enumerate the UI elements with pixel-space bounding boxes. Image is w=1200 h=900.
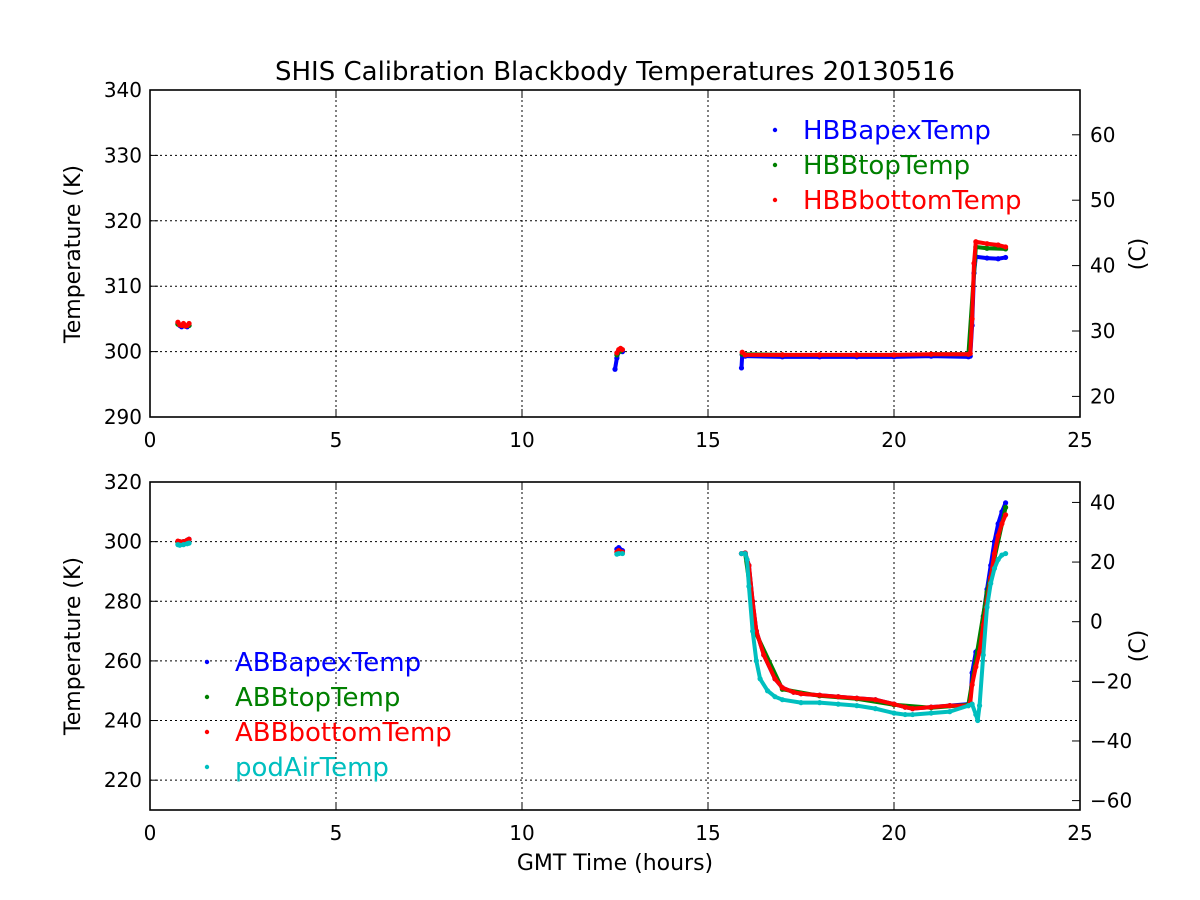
top-panel: Temperature (K) (C) 0 5 10 15 20 25 290 300 310 3… [61, 78, 1151, 452]
y-tick-label: 320 [104, 209, 142, 233]
legend-label-ABBtopTemp: ABBtopTemp [235, 683, 400, 713]
y-tick-label: 290 [104, 405, 142, 429]
legend-label-HBBbottomTemp: HBBbottomTemp [803, 186, 1022, 216]
y-tick-label-right: 20 [1090, 550, 1115, 574]
y-tick-label-right: 30 [1090, 319, 1115, 343]
legend-marker-ABBapexTemp [204, 659, 210, 665]
legend-marker-podAirTemp [204, 764, 210, 770]
data-trace-HBBtopTemp [929, 244, 1008, 357]
x-axis-label: GMT Time (hours) [517, 851, 713, 876]
y-tick-label: 310 [104, 274, 142, 298]
x-tick-label: 20 [881, 428, 906, 452]
data-trace-HBBbottomTemp [614, 346, 625, 355]
legend-label-HBBapexTemp: HBBapexTemp [803, 116, 991, 146]
y-tick-label: 320 [104, 470, 142, 494]
plot-frame [149, 89, 1081, 418]
bottom-ylabel: Temperature (K) [61, 557, 86, 736]
y-tick-label: 300 [104, 530, 142, 554]
top-ylabel-right: (C) [1126, 238, 1151, 271]
y-tick-label-right: −20 [1090, 669, 1132, 693]
data-trace-podAirTemp [175, 541, 192, 548]
top-ylabel: Temperature (K) [61, 165, 86, 344]
x-tick-label: 15 [695, 821, 720, 845]
data-trace-podAirTemp [614, 551, 625, 557]
y-tick-label: 280 [104, 589, 142, 613]
legend-label-ABBapexTemp: ABBapexTemp [235, 648, 421, 678]
legend-marker-ABBtopTemp [204, 694, 210, 700]
y-tick-label-right: 50 [1090, 188, 1115, 212]
y-tick-label: 330 [104, 143, 142, 167]
legend-label-podAirTemp: podAirTemp [235, 753, 389, 783]
x-tick-label: 5 [330, 428, 343, 452]
x-tick-label: 20 [881, 821, 906, 845]
x-tick-label: 10 [509, 428, 534, 452]
x-tick-label: 15 [695, 428, 720, 452]
y-tick-label: 240 [104, 709, 142, 733]
y-tick-label-right: −40 [1090, 729, 1132, 753]
legend-marker-HBBapexTemp [772, 127, 778, 133]
x-tick-label: 0 [144, 821, 157, 845]
legend-marker-HBBtopTemp [772, 162, 778, 168]
legend-marker-ABBbottomTemp [204, 729, 210, 735]
figure-title: SHIS Calibration Blackbody Temperatures … [275, 57, 955, 87]
y-tick-label: 340 [104, 78, 142, 102]
data-trace-ABBbottomTemp [739, 512, 1008, 711]
y-tick-label-right: 20 [1090, 384, 1115, 408]
y-tick-label-right: 40 [1090, 254, 1115, 278]
y-tick-label: 300 [104, 340, 142, 364]
data-trace-HBBbottomTemp [740, 239, 1008, 357]
data-trace-podAirTemp [739, 551, 1008, 723]
data-trace-ABBtopTemp [743, 505, 1008, 710]
plot-frame [149, 481, 1081, 811]
data-trace-ABBapexTemp [739, 500, 1008, 711]
data-trace-ABBbottomTemp [175, 537, 192, 544]
x-tick-label: 5 [330, 821, 343, 845]
legend-label-HBBtopTemp: HBBtopTemp [803, 151, 970, 181]
y-tick-label-right: −60 [1090, 789, 1132, 813]
y-tick-label-right: 40 [1090, 490, 1115, 514]
legend-marker-HBBbottomTemp [772, 197, 778, 203]
y-tick-label: 260 [104, 649, 142, 673]
bottom-ylabel-right: (C) [1126, 630, 1151, 663]
x-tick-label: 0 [144, 428, 157, 452]
y-tick-label: 220 [104, 768, 142, 792]
x-tick-label: 25 [1067, 428, 1092, 452]
y-tick-label-right: 60 [1090, 123, 1115, 147]
y-tick-label-right: 0 [1090, 610, 1103, 634]
legend-label-ABBbottomTemp: ABBbottomTemp [235, 718, 452, 748]
data-trace-HBBbottomTemp [175, 320, 192, 329]
x-tick-label: 10 [509, 821, 534, 845]
x-tick-label: 25 [1067, 821, 1092, 845]
bottom-panel: Temperature (K) (C) 0 5 10 15 20 25 220 240 260 2… [61, 470, 1151, 845]
